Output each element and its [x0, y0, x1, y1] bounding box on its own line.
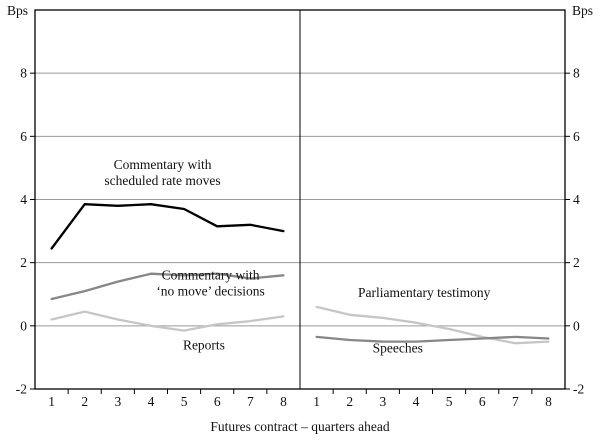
x-tick-label: 3 [379, 394, 386, 409]
y-tick-label-right: -2 [573, 382, 584, 397]
x-axis-title: Futures contract – quarters ahead [210, 419, 389, 434]
y-axis-unit-left: Bps [7, 3, 28, 18]
x-tick-label: 5 [446, 394, 453, 409]
x-tick-label: 7 [247, 394, 254, 409]
y-tick-label-left: 8 [20, 66, 27, 81]
x-tick-label: 4 [413, 394, 420, 409]
x-tick-label: 1 [313, 394, 320, 409]
y-tick-label-right: 0 [573, 318, 580, 333]
annotation-parliamentary-testimony: Parliamentary testimony [358, 285, 491, 300]
y-tick-label-right: 2 [573, 255, 580, 270]
y-axis-unit-right: Bps [572, 3, 593, 18]
y-tick-label-right: 4 [573, 192, 580, 207]
series-line-parliamentary-testimony [315, 305, 550, 345]
x-tick-label: 3 [114, 394, 121, 409]
series-line-reports [50, 310, 285, 332]
x-tick-label: 2 [81, 394, 88, 409]
y-tick-label-left: -2 [16, 382, 27, 397]
x-tick-label: 6 [479, 394, 486, 409]
y-tick-label-left: 0 [20, 318, 27, 333]
series-line-speeches [315, 335, 550, 343]
x-tick-label: 2 [346, 394, 353, 409]
x-tick-label: 4 [148, 394, 155, 409]
y-tick-label-right: 6 [573, 129, 580, 144]
x-tick-label: 5 [181, 394, 188, 409]
x-tick-label: 8 [280, 394, 287, 409]
annotation-commentary-with-no-move-decisions: Commentary with ‘no move’ decisions [156, 268, 264, 299]
y-tick-label-right: 8 [573, 66, 580, 81]
x-tick-label: 6 [214, 394, 221, 409]
x-tick-label: 8 [545, 394, 552, 409]
series-line-commentary-with-scheduled-rate-moves [50, 203, 285, 250]
x-tick-label: 7 [512, 394, 519, 409]
y-tick-label-left: 2 [20, 255, 27, 270]
annotation-commentary-with-scheduled-rate-moves: Commentary with scheduled rate moves [104, 157, 220, 188]
x-tick-label: 1 [48, 394, 55, 409]
annotation-speeches: Speeches [373, 340, 423, 355]
series-line-commentary-with-no-move-decisions [50, 272, 285, 301]
y-tick-label-left: 6 [20, 129, 27, 144]
y-tick-label-left: 4 [20, 192, 27, 207]
annotation-reports: Reports [183, 337, 225, 352]
